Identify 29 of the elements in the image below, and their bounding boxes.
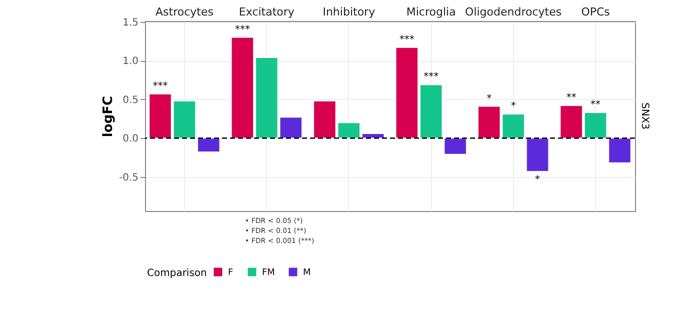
- bar: [526, 138, 550, 172]
- legend-title: Comparison: [147, 268, 207, 279]
- data-label: **: [590, 100, 601, 111]
- y-tick-label: -0.5: [118, 172, 138, 184]
- x-tick-label: Astrocytes: [155, 6, 214, 18]
- data-label: ***: [234, 24, 250, 36]
- data-label: ***: [399, 34, 414, 46]
- data-label: ***: [424, 72, 439, 83]
- y-tick-label: 1.5: [122, 17, 138, 28]
- y-tick-label: 0.0: [122, 134, 138, 145]
- data-label: *: [535, 174, 540, 186]
- y-tick-label: 0.5: [122, 94, 138, 106]
- x-tick-label: Oligodendrocytes: [465, 6, 562, 18]
- legend-label: M: [303, 268, 311, 278]
- x-tick-label: Inhibitory: [322, 6, 376, 18]
- y-axis-title: logFC: [100, 96, 116, 138]
- legend-label: FM: [262, 268, 275, 278]
- bar: [608, 138, 632, 164]
- x-tick-label: OPCs: [581, 6, 610, 18]
- x-tick-label: Microglia: [406, 6, 456, 18]
- data-label: *: [510, 101, 516, 112]
- y-tick-label: 1.0: [122, 56, 138, 68]
- bar: [444, 138, 467, 155]
- x-tick-label: Excitatory: [238, 6, 295, 18]
- data-label: ***: [152, 80, 168, 92]
- legend-label: F: [228, 268, 234, 278]
- data-label: **: [566, 92, 576, 104]
- data-label: *: [486, 93, 492, 104]
- y2-axis-title: SNX3: [639, 102, 650, 130]
